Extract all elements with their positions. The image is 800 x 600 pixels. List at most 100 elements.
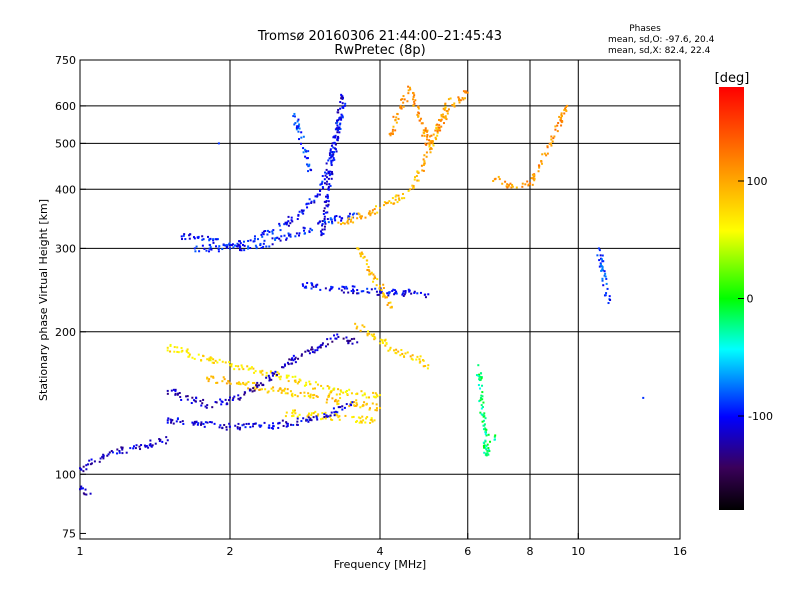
data-point (363, 392, 366, 395)
data-point (444, 107, 447, 110)
data-point (253, 235, 256, 238)
data-point (339, 406, 342, 409)
data-point (151, 444, 154, 447)
data-point (337, 399, 340, 402)
data-point (390, 201, 393, 204)
data-point (354, 322, 357, 325)
data-point (327, 177, 330, 180)
data-point (102, 457, 105, 460)
data-point (346, 287, 349, 290)
data-point (559, 119, 562, 122)
data-point (230, 363, 233, 366)
x-tick-label: 10 (571, 545, 585, 558)
data-point (328, 152, 331, 155)
data-point (212, 239, 215, 242)
data-point (409, 188, 412, 191)
data-point (364, 421, 367, 424)
data-point (180, 235, 183, 238)
data-point (335, 393, 338, 396)
data-point (293, 112, 296, 115)
data-point (230, 244, 233, 247)
data-point (550, 138, 553, 141)
data-point (368, 291, 371, 294)
data-point (301, 211, 304, 214)
data-point (291, 415, 294, 418)
data-point (310, 412, 313, 415)
data-point (401, 352, 404, 355)
data-point (313, 201, 316, 204)
data-point (352, 415, 355, 418)
data-point (484, 446, 487, 449)
data-point (292, 424, 295, 427)
data-point (289, 390, 292, 393)
data-point (316, 193, 319, 196)
data-point (212, 376, 215, 379)
data-point (305, 383, 308, 386)
data-point (243, 244, 246, 247)
data-point (195, 245, 198, 248)
data-point (253, 237, 256, 240)
data-point (407, 189, 410, 192)
data-point (507, 185, 510, 188)
data-point (330, 287, 333, 290)
data-point (215, 381, 218, 384)
data-point (247, 422, 250, 425)
data-point (333, 334, 336, 337)
data-point (361, 324, 364, 327)
data-point (188, 234, 191, 237)
data-point (234, 244, 237, 247)
data-point (214, 359, 217, 362)
data-point (310, 169, 313, 172)
grid (80, 60, 680, 539)
data-point (303, 148, 306, 151)
data-point (394, 292, 397, 295)
data-point (334, 143, 337, 146)
data-point (372, 277, 375, 280)
data-point (355, 404, 358, 407)
data-point (274, 370, 277, 373)
data-point (214, 401, 217, 404)
data-point (245, 382, 248, 385)
data-point (264, 388, 267, 391)
data-point (108, 451, 111, 454)
data-point (429, 147, 432, 150)
data-point (195, 420, 198, 423)
data-point (297, 234, 300, 237)
data-point (352, 290, 355, 293)
colorbar-tick-label: -100 (748, 410, 773, 423)
data-point (193, 237, 196, 240)
data-point (429, 140, 432, 143)
data-point (602, 284, 605, 287)
data-point (293, 379, 296, 382)
data-point (262, 233, 265, 236)
data-point (360, 421, 363, 424)
data-point (287, 220, 290, 223)
data-point (408, 86, 411, 89)
data-point (101, 455, 104, 458)
data-point (399, 104, 402, 107)
data-point (387, 294, 390, 297)
data-point (227, 380, 230, 383)
data-point (325, 401, 328, 404)
data-point (375, 284, 378, 287)
data-point (197, 353, 200, 356)
data-point (482, 444, 485, 447)
data-point (531, 173, 534, 176)
data-point (371, 402, 374, 405)
data-point (298, 127, 301, 130)
data-point (373, 335, 376, 338)
data-point (125, 451, 128, 454)
data-point (189, 233, 192, 236)
data-point (279, 239, 282, 242)
data-point (416, 179, 419, 182)
data-point (326, 193, 329, 196)
data-point (241, 424, 244, 427)
data-point (388, 132, 391, 135)
data-point (485, 452, 488, 455)
data-point (223, 423, 226, 426)
data-point (372, 273, 375, 276)
data-point (145, 445, 148, 448)
data-point (259, 382, 262, 385)
series-isolated (217, 112, 645, 399)
data-point (397, 117, 400, 120)
